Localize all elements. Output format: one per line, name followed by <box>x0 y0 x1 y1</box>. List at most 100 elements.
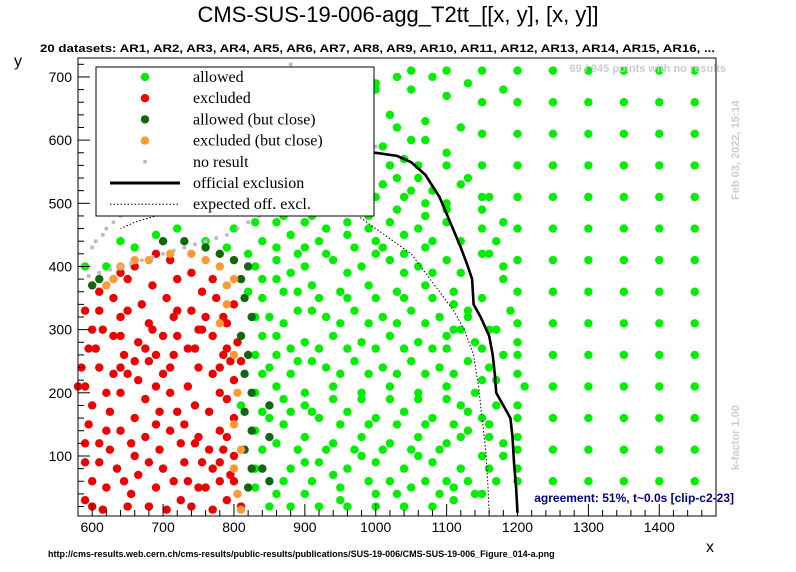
allowed-point <box>314 458 324 467</box>
allowed-point <box>336 496 345 505</box>
allowed-point <box>449 325 458 334</box>
agreement-note: agreement: 51%, t~0.0s [clip-c2-23] <box>534 491 734 505</box>
allowed-point <box>513 224 522 233</box>
allowed-point <box>265 312 274 322</box>
excluded-point <box>158 331 168 341</box>
excluded-point <box>144 502 154 511</box>
allowed-point <box>690 161 699 170</box>
excluded-point <box>109 293 118 303</box>
allowed-point <box>655 287 664 296</box>
allowed-point <box>364 477 373 486</box>
excluded-point <box>123 274 132 284</box>
allowed-point <box>584 382 593 391</box>
excluded-point <box>183 477 193 486</box>
allowed-point <box>477 249 487 259</box>
allowed-point <box>406 483 416 492</box>
allowed-point <box>406 445 416 454</box>
allowed-point <box>300 388 310 398</box>
allowed-point <box>392 205 402 214</box>
no-result-point <box>288 62 293 67</box>
excluded-point <box>222 432 232 442</box>
excluded-point <box>141 432 150 442</box>
excluded-point <box>222 344 232 353</box>
allowed-point <box>456 432 465 442</box>
allowed-point <box>449 369 458 379</box>
chart-subtitle: 20 datasets: AR1, AR2, AR3, AR4, AR5, AR… <box>40 43 715 55</box>
allowed-point <box>421 243 430 252</box>
allowed-point <box>484 249 494 259</box>
allowed-point <box>279 420 288 429</box>
allowed-point <box>364 224 373 233</box>
allowed-point <box>371 344 380 353</box>
allowed-point <box>584 255 593 265</box>
excluded-but-close-point <box>229 464 239 473</box>
excluded-but-close-point <box>102 281 111 290</box>
allowed-but-close-point <box>265 401 274 410</box>
k-factor-note: k-factor 1.00 <box>730 405 742 470</box>
excluded-but-close-point <box>187 249 196 259</box>
allowed-point <box>492 401 501 410</box>
excluded-point <box>102 388 111 398</box>
allowed-point <box>307 306 317 315</box>
allowed-point <box>690 98 699 107</box>
y-tick-label: 100 <box>49 448 73 464</box>
x-tick-label: 900 <box>293 519 317 535</box>
allowed-but-close-point <box>229 255 239 265</box>
no-result-point <box>129 261 134 266</box>
allowed-point <box>456 180 465 189</box>
allowed-point <box>477 224 487 233</box>
allowed-point <box>484 432 494 442</box>
allowed-point <box>428 293 437 303</box>
allowed-point <box>442 255 451 265</box>
allowed-but-close-point <box>247 464 256 473</box>
allowed-point <box>513 287 522 296</box>
excluded-point <box>116 426 125 435</box>
allowed-point <box>499 350 508 360</box>
allowed-point <box>463 477 473 486</box>
excluded-point <box>194 432 203 442</box>
allowed-point <box>655 477 664 486</box>
series-excluded-but-close <box>102 249 246 514</box>
allowed-point <box>130 243 139 252</box>
allowed-point <box>428 237 437 246</box>
excluded-point <box>194 363 203 372</box>
allowed-point <box>456 401 465 410</box>
allowed-point <box>406 357 416 366</box>
excluded-point <box>137 300 146 309</box>
allowed-point <box>548 161 558 170</box>
excluded-point <box>119 350 129 360</box>
allowed-but-close-point <box>201 243 210 252</box>
excluded-point <box>208 331 217 341</box>
allowed-point <box>619 192 629 202</box>
allowed-point <box>399 230 409 240</box>
allowed-point <box>492 325 501 334</box>
allowed-point <box>350 243 359 252</box>
allowed-point <box>655 129 664 139</box>
no-result-point <box>161 251 166 256</box>
allowed-point <box>265 413 274 423</box>
allowed-point <box>477 66 487 75</box>
allowed-point <box>251 483 260 492</box>
no-result-point <box>192 242 197 247</box>
allowed-point <box>463 426 473 435</box>
allowed-point <box>357 338 366 347</box>
excluded-but-close-point <box>215 319 224 328</box>
allowed-point <box>385 477 395 486</box>
allowed-point <box>435 363 444 372</box>
excluded-point <box>162 293 171 303</box>
allowed-point <box>470 338 480 347</box>
source-url: http://cms-results.web.cern.ch/cms-resul… <box>48 549 555 559</box>
allowed-point <box>314 237 324 246</box>
excluded-point <box>130 357 139 366</box>
allowed-point <box>548 350 558 360</box>
allowed-point <box>513 338 522 347</box>
allowed-point <box>293 357 302 366</box>
allowed-point <box>414 432 423 442</box>
allowed-point <box>520 382 529 391</box>
allowed-point <box>690 382 699 391</box>
allowed-point <box>690 287 699 296</box>
excluded-point <box>144 357 154 366</box>
allowed-point <box>385 110 395 120</box>
x-tick-label: 800 <box>222 519 246 535</box>
